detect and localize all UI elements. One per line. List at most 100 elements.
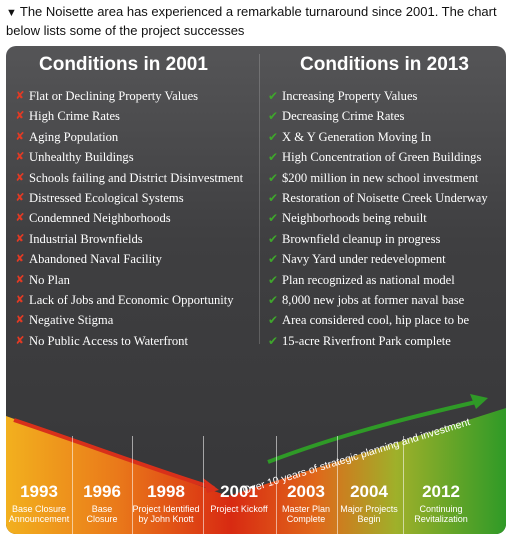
- milestone-event: Master Plan Complete: [273, 504, 339, 524]
- x-mark-icon: ✘: [15, 170, 25, 184]
- check-mark-icon: ✔: [267, 252, 279, 267]
- milestone-year: 2004: [350, 482, 388, 501]
- x-mark-icon: ✘: [15, 313, 25, 327]
- condition-2013-item: ✔ $200 million in new school investment: [267, 168, 503, 188]
- condition-2013-item: ✔ X & Y Generation Moving In: [267, 127, 503, 147]
- condition-2001-item: ✘ Aging Population: [14, 127, 254, 147]
- timeline-divider: [403, 436, 404, 534]
- condition-2013-item: ✔ Increasing Property Values: [267, 86, 503, 106]
- milestone-year: 1998: [147, 482, 185, 501]
- x-mark-icon: ✘: [15, 89, 25, 102]
- condition-2001-item-label: Industrial Brownfields: [29, 231, 143, 246]
- timeline-valley-shape: [6, 408, 506, 534]
- milestone-event-line: Closure: [86, 514, 118, 524]
- milestone-event-line: Project Kickoff: [210, 504, 268, 514]
- condition-2013-item: ✔ Decreasing Crime Rates: [267, 106, 503, 126]
- check-mark-icon: ✔: [267, 129, 279, 144]
- condition-2001-item-label: No Public Access to Waterfront: [29, 333, 188, 348]
- condition-2013-item: ✔ Area considered cool, hip place to be: [267, 310, 503, 330]
- milestone-event-line: Announcement: [8, 514, 70, 524]
- condition-2013-item: ✔ High Concentration of Green Buildings: [267, 147, 503, 167]
- condition-2013-item-label: Area considered cool, hip place to be: [282, 313, 470, 328]
- condition-2001-item: ✘ No Plan: [14, 270, 254, 290]
- timeline-divider: [72, 436, 73, 534]
- check-mark-icon: ✔: [267, 109, 279, 124]
- condition-2001-item: ✘ Negative Stigma: [14, 310, 254, 330]
- check-mark-icon: ✔: [267, 313, 279, 328]
- condition-2013-item: ✔ Navy Yard under redevelopment: [267, 249, 503, 269]
- milestone-event: Project Kickoff: [199, 504, 279, 514]
- check-mark-icon: ✔: [267, 292, 279, 307]
- condition-2013-item-label: Plan recognized as national model: [282, 272, 455, 287]
- milestone-event-line: Base: [91, 504, 113, 514]
- condition-2013-item-label: Navy Yard under redevelopment: [282, 252, 446, 267]
- condition-2001-item: ✘ Schools failing and District Disinvestm…: [14, 168, 254, 188]
- milestone-event-line: Complete: [286, 514, 326, 524]
- x-mark-icon: ✘: [15, 333, 25, 347]
- condition-2001-item-label: Unhealthy Buildings: [29, 150, 134, 165]
- condition-2013-item-label: X & Y Generation Moving In: [282, 129, 432, 144]
- condition-2001-item: ✘ No Public Access to Waterfront: [14, 331, 254, 351]
- growth-arrowhead: [470, 394, 488, 409]
- condition-2013-item: ✔ Brownfield cleanup in progress: [267, 229, 503, 249]
- milestone-year: 2001: [220, 482, 258, 501]
- condition-2013-item: ✔ Plan recognized as national model: [267, 270, 503, 290]
- condition-2001-item-label: Condemned Neighborhoods: [29, 211, 171, 226]
- conditions-2001-list: ✘ Flat or Declining Property Values ✘ High …: [14, 86, 254, 351]
- check-mark-icon: ✔: [267, 190, 279, 205]
- condition-2001-item-label: Abandoned Naval Facility: [29, 252, 162, 267]
- milestone-event: Major Projects Begin: [334, 504, 404, 524]
- x-mark-icon: ✘: [15, 211, 25, 225]
- condition-2013-item-label: Decreasing Crime Rates: [282, 109, 405, 124]
- milestone-event-line: Revitalization: [414, 514, 468, 524]
- milestone-event-line: Master Plan: [281, 504, 331, 514]
- condition-2013-item-label: Increasing Property Values: [282, 89, 418, 103]
- milestone-year: 2012: [422, 482, 460, 501]
- milestone-event-line: Continuing: [419, 504, 463, 514]
- disclosure-triangle-icon[interactable]: ▼: [6, 7, 17, 19]
- condition-2013-item: ✔ Neighborhoods being rebuilt: [267, 208, 503, 228]
- condition-2013-item: ✔ 8,000 new jobs at former naval base: [267, 290, 503, 310]
- milestone-event: Project Identified by John Knott: [118, 504, 214, 524]
- timeline-divider: [337, 436, 338, 534]
- x-mark-icon: ✘: [15, 231, 25, 245]
- x-mark-icon: ✘: [15, 252, 25, 266]
- milestone-event-line: Major Projects: [340, 504, 398, 514]
- milestone-event: Base Closure: [76, 504, 128, 524]
- check-mark-icon: ✔: [267, 150, 279, 165]
- milestone-event-line: by John Knott: [138, 514, 194, 524]
- milestone-event-line: Project Identified: [132, 504, 200, 514]
- intro-text: ▼ The Noisette area has experienced a rem…: [6, 3, 506, 39]
- milestone-event: Base Closure Announcement: [6, 504, 75, 524]
- condition-2001-item: ✘ Flat or Declining Property Values: [14, 86, 254, 106]
- condition-2001-item-label: Flat or Declining Property Values: [29, 89, 199, 103]
- check-mark-icon: ✔: [267, 272, 279, 287]
- condition-2001-item-label: Aging Population: [29, 129, 119, 144]
- right-column-title: Conditions in 2013: [300, 54, 469, 75]
- condition-2001-item-label: High Crime Rates: [29, 109, 120, 124]
- check-mark-icon: ✔: [267, 89, 279, 103]
- timeline-graphic: Over 10 years of strategic planning and …: [6, 394, 506, 534]
- left-column-title: Conditions in 2001: [39, 54, 208, 75]
- condition-2013-item-label: 8,000 new jobs at former naval base: [282, 292, 465, 307]
- condition-2001-item: ✘ Industrial Brownfields: [14, 229, 254, 249]
- growth-arrow-icon: [267, 400, 477, 464]
- condition-2013-item-label: High Concentration of Green Buildings: [282, 150, 482, 165]
- milestone-event-line: Base Closure: [11, 504, 67, 514]
- x-mark-icon: ✘: [15, 272, 25, 286]
- timeline: Over 10 years of strategic planning and …: [6, 364, 506, 534]
- conditions-2013-list: ✔ Increasing Property Values ✔ Decreasing C…: [267, 86, 503, 351]
- condition-2001-item-label: Lack of Jobs and Economic Opportunity: [29, 292, 234, 307]
- check-mark-icon: ✔: [267, 231, 279, 246]
- column-divider: [259, 54, 260, 344]
- decline-arrow-icon: [13, 418, 215, 490]
- x-mark-icon: ✘: [15, 190, 25, 204]
- condition-2013-item-label: 15-acre Riverfront Park complete: [282, 333, 451, 348]
- timeline-divider: [276, 436, 277, 534]
- condition-2013-item: ✔ 15-acre Riverfront Park complete: [267, 331, 503, 351]
- condition-2013-item-label: Restoration of Noisette Creek Underway: [282, 190, 488, 205]
- milestone-event-line: Begin: [357, 514, 381, 524]
- milestone-year: 1993: [20, 482, 58, 501]
- check-mark-icon: ✔: [267, 333, 279, 348]
- condition-2001-item: ✘ Condemned Neighborhoods: [14, 208, 254, 228]
